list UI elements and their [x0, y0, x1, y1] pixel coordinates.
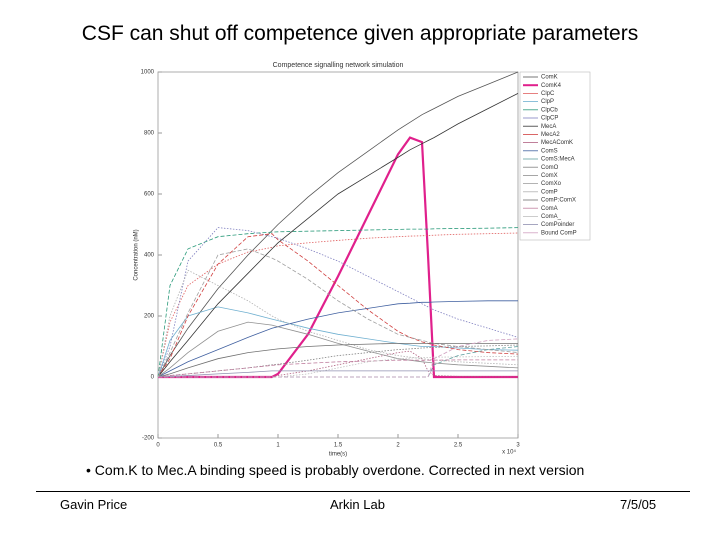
y-tick-label: 200	[144, 314, 155, 320]
legend-label: ComO	[541, 165, 559, 171]
y-tick-label: 600	[144, 192, 155, 198]
series-line	[157, 359, 518, 378]
legend-label: ComK	[541, 75, 558, 81]
legend-label: ComX	[541, 173, 558, 179]
legend-label: ClpC	[541, 91, 555, 97]
legend-box	[519, 71, 591, 241]
x-tick-label: 0.5	[214, 443, 223, 449]
x-tick-label: 1	[276, 443, 280, 449]
y-tick-label: 800	[144, 131, 155, 137]
series-line	[157, 227, 519, 378]
legend-label: MecA2	[541, 132, 560, 138]
chart-title: Competence signalling network simulation	[273, 62, 404, 69]
series-line	[157, 232, 519, 378]
legend-label: ClpCb	[541, 107, 558, 113]
series-line	[157, 233, 519, 378]
legend-label: ComP	[541, 189, 558, 195]
y-tick-label: -200	[142, 436, 155, 442]
legend-label: MecA	[541, 124, 556, 130]
series-line	[158, 338, 519, 378]
x-tick-label: 0	[156, 443, 160, 449]
x-axis-label: time(s)	[329, 452, 347, 458]
legend-label: ComK4	[541, 83, 562, 89]
bullet-text: Com.K to Mec.A binding speed is probably…	[94, 462, 585, 478]
x-tick-label: 1.5	[334, 443, 343, 449]
series-line	[157, 269, 519, 378]
legend-label: ComPoinder	[541, 222, 574, 228]
legend-label: ComS:MecA	[541, 157, 575, 163]
plot-area	[157, 71, 519, 439]
footer-left: Gavin Price	[60, 497, 128, 512]
legend-label: ClpP	[541, 99, 554, 105]
footer-rule	[36, 491, 690, 492]
legend-label: ClpCP	[541, 116, 558, 122]
footer-right: 7/5/05	[620, 497, 657, 512]
series-line	[157, 93, 519, 378]
series-line	[157, 71, 519, 378]
legend-label: ComS	[541, 148, 558, 154]
series-line	[157, 306, 519, 378]
x-multiplier: x 10⁴	[502, 449, 516, 456]
series-line	[157, 370, 518, 378]
legend-label: ComA_	[541, 214, 562, 220]
slide-title: CSF can shut off competence given approp…	[81, 22, 639, 45]
x-tick-label: 2.5	[454, 443, 463, 449]
legend-label: Bound ComP	[541, 230, 577, 236]
y-axis-label: Concentration (nM)	[134, 229, 140, 280]
series-line	[157, 342, 518, 378]
legend-label: ComP:ComX	[541, 198, 576, 204]
legend-label: ComA	[541, 206, 558, 212]
y-tick-label: 400	[144, 253, 155, 259]
y-tick-label: 1000	[141, 70, 155, 76]
y-tick-label: 0	[151, 375, 155, 381]
series-line	[157, 227, 519, 378]
x-tick-label: 2	[396, 443, 400, 449]
series-line	[157, 300, 518, 378]
bullet: • Com.K to Mec.A binding speed is probab…	[86, 462, 585, 478]
legend-label: MecAComK	[541, 140, 573, 146]
x-tick-label: 3	[516, 443, 520, 449]
series-line	[157, 321, 519, 378]
series-line	[157, 248, 519, 378]
footer-center: Arkin Lab	[330, 497, 385, 512]
legend-label: ComXo	[541, 181, 562, 187]
